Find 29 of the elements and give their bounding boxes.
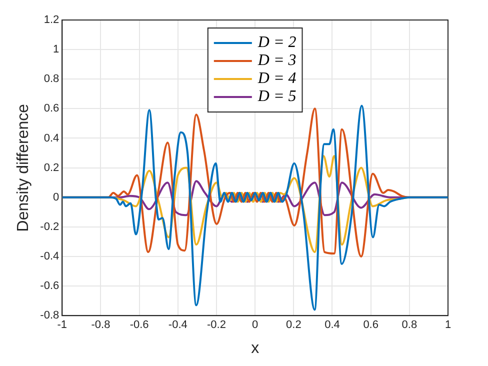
y-tick-label: -0.8	[40, 310, 60, 322]
legend-label: D = 5	[256, 88, 296, 106]
x-tick-label: -0.8	[91, 319, 110, 332]
x-tick-label: 0.8	[402, 319, 418, 332]
legend-label: D = 2	[256, 34, 296, 52]
x-tick-label: 0	[252, 319, 258, 332]
y-tick-label: 1	[53, 44, 60, 56]
legend-label: D = 4	[256, 70, 296, 88]
y-tick-label: -0.2	[40, 220, 60, 233]
y-tick-label: 0.2	[44, 162, 60, 174]
y-tick-label: 1.2	[44, 14, 60, 26]
y-tick-label: 0.8	[44, 73, 60, 86]
x-tick-label: 0.4	[324, 319, 340, 332]
y-axis-title: Density difference	[15, 104, 32, 232]
x-tick-label: 1	[444, 319, 452, 332]
x-tick-label: 0.6	[363, 319, 378, 332]
x-tick-label: -1	[57, 319, 68, 332]
legend-label: D = 3	[256, 52, 296, 70]
x-tick-label: -0.6	[130, 319, 149, 332]
x-tick-label: -0.2	[207, 319, 226, 332]
x-tick-label: -0.4	[168, 319, 188, 332]
x-tick-label: 0.2	[286, 319, 302, 332]
line-series	[62, 104, 448, 311]
y-tick-label: -0.4	[40, 250, 60, 263]
x-axis-title: x	[251, 340, 260, 357]
y-tick-label: 0.6	[44, 102, 60, 115]
y-tick-label: 0	[53, 191, 60, 204]
y-tick-label: 0.4	[44, 132, 60, 144]
y-tick-label: -0.6	[40, 280, 60, 292]
